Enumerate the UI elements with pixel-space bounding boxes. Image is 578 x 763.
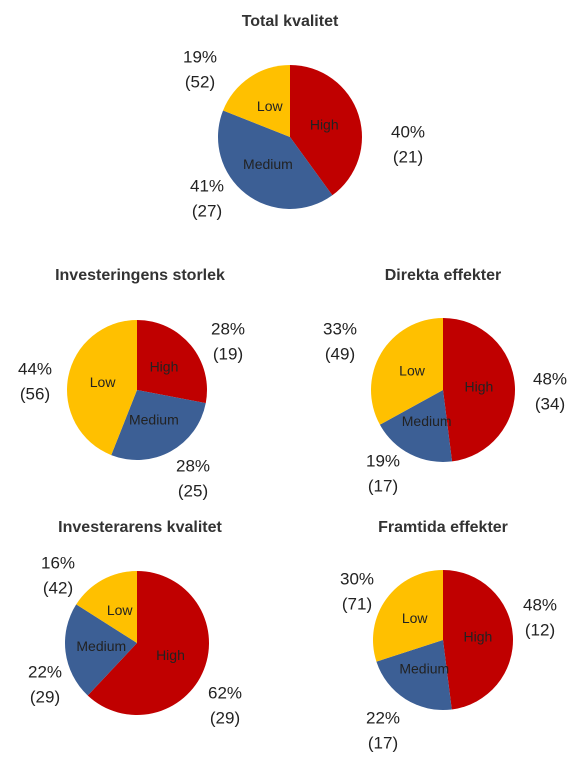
count-label: (29) <box>30 687 60 706</box>
chart-title: Framtida effekter <box>378 519 508 536</box>
value-label: 16% <box>41 553 75 572</box>
count-label: (56) <box>20 384 50 403</box>
value-label: 48% <box>523 595 557 614</box>
pie-slice <box>443 570 514 710</box>
count-label: (17) <box>368 476 398 495</box>
pie-slice <box>67 320 137 456</box>
pie-slice <box>290 65 362 196</box>
value-label: 30% <box>340 569 374 588</box>
slice-label: Low <box>399 362 426 378</box>
chart-title: Investerarens kvalitet <box>58 519 222 536</box>
slice-label: Medium <box>76 638 126 654</box>
count-label: (29) <box>210 708 240 727</box>
slice-label: Low <box>402 610 429 626</box>
pie-slice <box>64 604 137 696</box>
pie-slice <box>218 110 333 209</box>
slice-label: Low <box>107 602 134 618</box>
count-label: (42) <box>43 578 73 597</box>
chart-title: Direkta effekter <box>385 267 502 284</box>
slice-label: High <box>310 117 339 133</box>
slice-label: Low <box>90 374 117 390</box>
value-label: 33% <box>323 319 357 338</box>
value-label: 22% <box>366 708 400 727</box>
value-label: 44% <box>18 359 52 378</box>
slice-label: Medium <box>402 413 452 429</box>
pie-slice <box>76 571 137 643</box>
count-label: (34) <box>535 394 565 413</box>
pie-slice <box>87 571 210 716</box>
chart-title: Investeringens storlek <box>55 267 225 284</box>
count-label: (21) <box>393 147 423 166</box>
count-label: (49) <box>325 344 355 363</box>
pie-slice <box>376 640 452 710</box>
chart-title: Total kvalitet <box>242 13 339 30</box>
value-label: 40% <box>391 122 425 141</box>
pie-slice <box>111 390 206 460</box>
value-label: 48% <box>533 369 567 388</box>
count-label: (71) <box>342 594 372 613</box>
value-label: 19% <box>183 47 217 66</box>
value-label: 22% <box>28 662 62 681</box>
count-label: (25) <box>178 481 208 500</box>
value-label: 28% <box>176 456 210 475</box>
slice-label: High <box>150 358 179 374</box>
count-label: (12) <box>525 620 555 639</box>
slice-label: High <box>156 647 185 663</box>
pie-slice <box>443 318 516 462</box>
pie-slice <box>137 320 207 404</box>
slice-label: Medium <box>243 156 293 172</box>
count-label: (17) <box>368 733 398 752</box>
value-label: 28% <box>211 319 245 338</box>
pie-slice <box>223 65 290 137</box>
slice-label: Low <box>257 98 284 114</box>
value-label: 62% <box>208 683 242 702</box>
value-label: 19% <box>366 451 400 470</box>
slice-label: High <box>465 378 494 394</box>
slice-label: Medium <box>129 411 179 427</box>
slice-label: Medium <box>399 660 449 676</box>
pie-slice <box>370 318 443 425</box>
value-label: 41% <box>190 176 224 195</box>
pie-slice <box>379 390 453 462</box>
count-label: (27) <box>192 201 222 220</box>
pie-slice <box>373 570 443 662</box>
count-label: (52) <box>185 72 215 91</box>
slice-label: High <box>464 629 493 645</box>
count-label: (19) <box>213 344 243 363</box>
